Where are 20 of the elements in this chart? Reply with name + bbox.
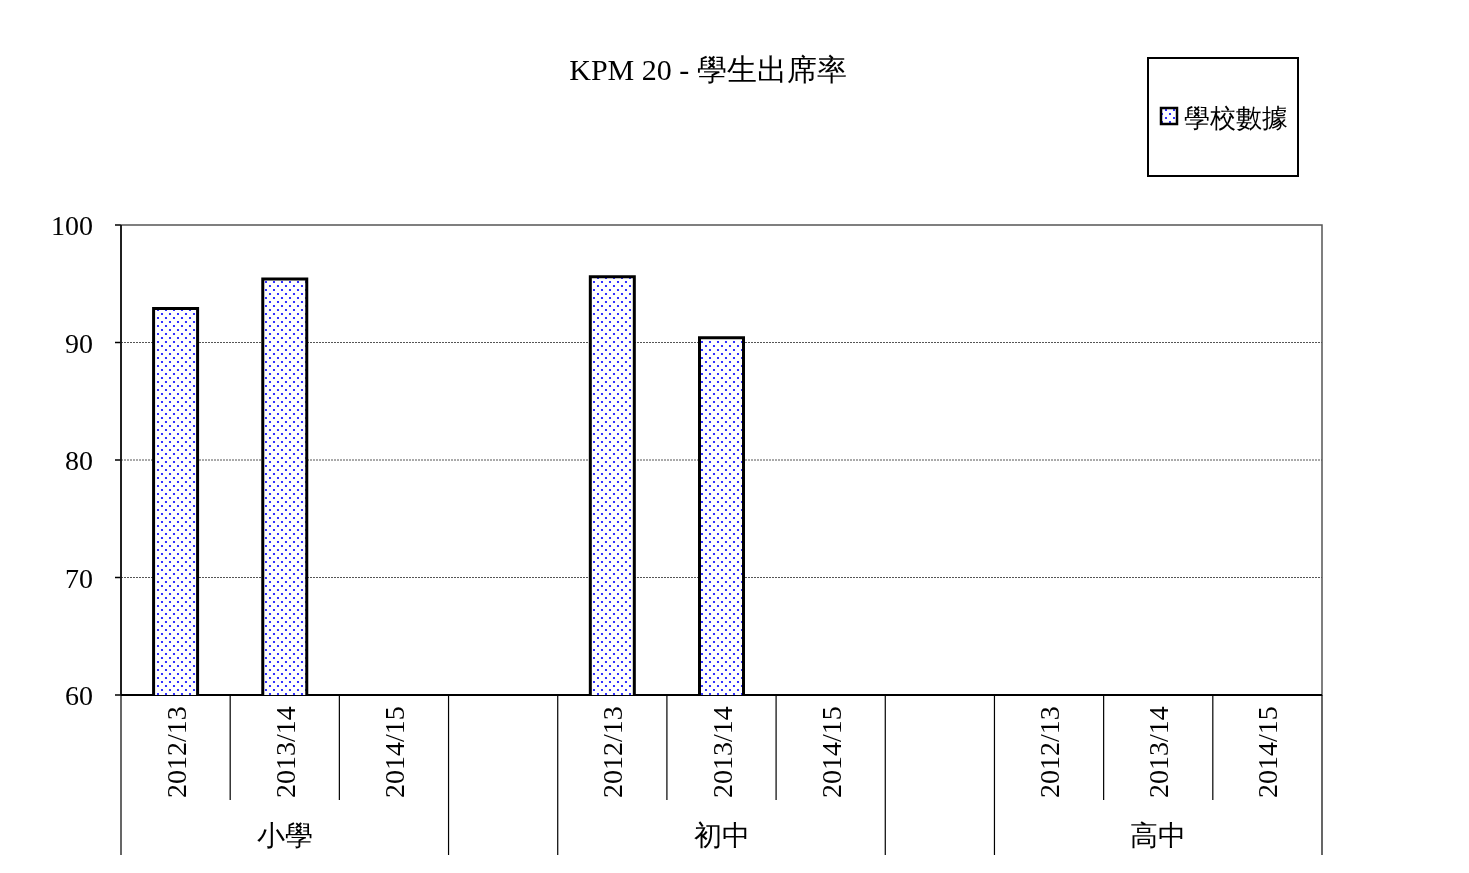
x-tick-label: 2012/13 xyxy=(160,706,192,798)
x-tick-label: 2013/14 xyxy=(269,706,301,798)
y-tick-label: 60 xyxy=(65,680,93,711)
x-tick-label: 2014/15 xyxy=(1252,706,1284,798)
text: 小學 xyxy=(256,820,313,851)
x-tick-label: 2013/14 xyxy=(706,706,738,798)
x-tick-label: 2014/15 xyxy=(378,706,410,798)
legend-label: 學校數據 xyxy=(1184,103,1288,133)
y-tick-label: 100 xyxy=(51,210,93,241)
text: 高中 xyxy=(1130,820,1187,851)
x-tick-label: 2014/15 xyxy=(815,706,847,798)
x-tick-label: 2012/13 xyxy=(1034,706,1066,798)
y-tick-label: 70 xyxy=(65,562,93,594)
text: 初中 xyxy=(693,820,750,851)
y-tick-label: 90 xyxy=(65,327,93,359)
legend: 學校數據 xyxy=(1147,57,1299,177)
x-tick-label: 2013/14 xyxy=(1143,706,1175,798)
chart-title: KPM 20 - 學生出席率 xyxy=(569,53,847,86)
y-tick-label: 80 xyxy=(65,445,93,476)
x-tick-label: 2012/13 xyxy=(597,706,629,798)
